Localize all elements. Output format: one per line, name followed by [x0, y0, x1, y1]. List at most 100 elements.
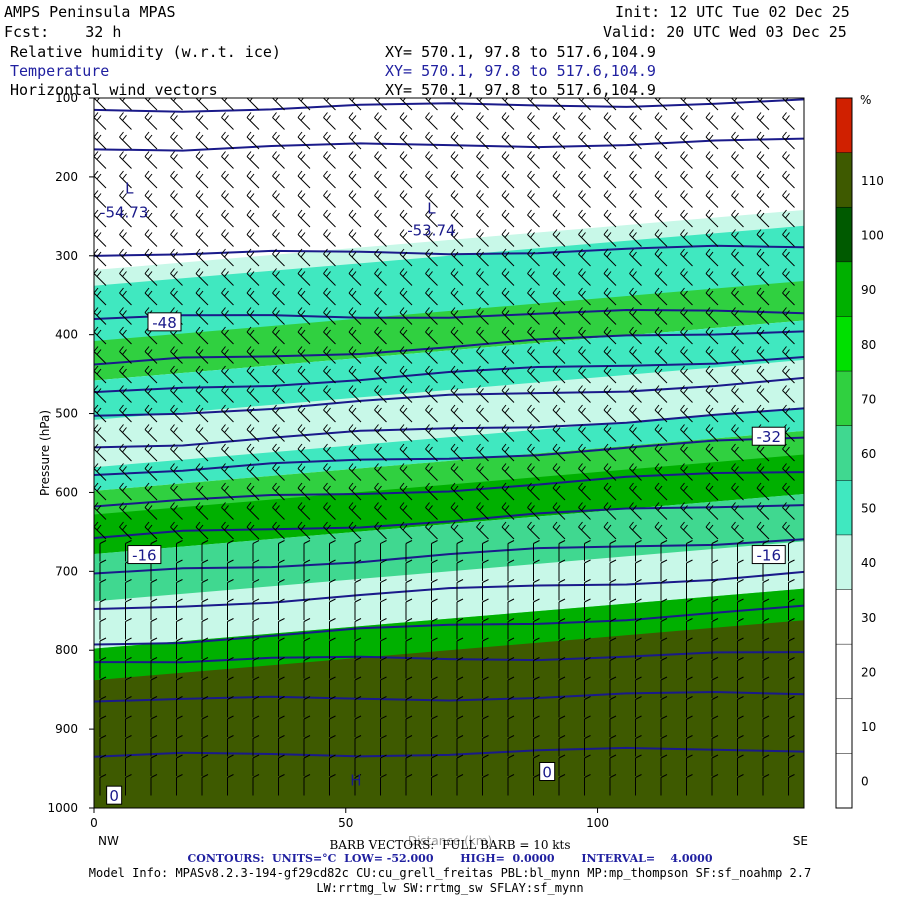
wind-barb [348, 482, 362, 501]
wind-barb [756, 268, 770, 286]
wind-barb [278, 774, 285, 796]
wind-barb [303, 540, 311, 562]
wind-barb [711, 657, 719, 679]
wind-barb [170, 443, 183, 462]
xy-wind: XY= 570.1, 97.8 to 517.6,104.9 [385, 81, 656, 99]
wind-barb [252, 696, 260, 718]
wind-barb [578, 268, 591, 286]
barb-legend: BARB VECTORS: FULL BARB = 10 kts [329, 838, 571, 852]
wind-barb [374, 424, 387, 442]
wind-barb [94, 521, 107, 540]
wind-barb [348, 502, 362, 520]
wind-barb [431, 559, 438, 581]
wind-barb [380, 657, 387, 679]
wind-barb [680, 151, 693, 169]
wind-barb [297, 268, 311, 286]
wind-barb [425, 502, 438, 520]
wind-barb [629, 385, 642, 403]
wind-barb [450, 443, 464, 462]
wind-barb [711, 774, 719, 796]
temperature-contour [94, 376, 804, 417]
wind-barb [756, 365, 770, 384]
wind-barb [348, 521, 362, 540]
wind-barb [635, 598, 642, 620]
wind-barb [705, 131, 719, 150]
colorbar-label: 10 [861, 720, 876, 734]
temperature-contour [94, 98, 804, 113]
wind-barb [201, 579, 209, 601]
wind-barb [297, 326, 311, 345]
wind-barb [501, 385, 515, 403]
wind-barb [99, 598, 107, 620]
wind-barb [756, 307, 770, 325]
contour-label: H [350, 771, 361, 789]
wind-barb [252, 579, 260, 601]
wind-barb [450, 326, 464, 345]
wind-barb [629, 346, 642, 364]
wind-barb [297, 424, 311, 442]
wind-barb [731, 443, 744, 462]
wind-barb [476, 482, 489, 501]
wind-barb [654, 131, 668, 150]
wind-barb [272, 404, 285, 423]
wind-barb [374, 365, 387, 384]
wind-barb [788, 676, 795, 698]
wind-barb [476, 190, 489, 208]
wind-barb [603, 248, 617, 267]
wind-barb [527, 209, 540, 228]
wind-barb [297, 131, 311, 150]
wind-barb [782, 502, 795, 520]
wind-barb [527, 502, 540, 520]
wind-barb [94, 248, 107, 267]
wind-barb [170, 346, 183, 364]
wind-barb [329, 540, 336, 562]
wind-barb [246, 326, 260, 345]
wind-barb [252, 715, 260, 737]
wind-barb [533, 618, 540, 640]
wind-barb [450, 463, 464, 481]
wind-barb [731, 365, 744, 384]
wind-barb [425, 248, 438, 267]
wind-barb [221, 151, 234, 169]
wind-barb [94, 229, 107, 247]
wind-barb [405, 579, 413, 601]
wind-barb [629, 170, 642, 189]
wind-barb [354, 637, 362, 659]
wind-barb [380, 579, 387, 601]
wind-barb [125, 540, 132, 562]
contour-labels: L -54.73 L -53.74 -48 -32 -16 -16 H 0 0 [100, 180, 786, 805]
wind-barb [603, 404, 617, 423]
wind-barb [297, 404, 311, 423]
wind-barb [527, 385, 540, 403]
wind-barb [272, 385, 285, 403]
wind-barb [731, 248, 744, 267]
wind-barb [731, 326, 744, 345]
wind-barb [399, 287, 413, 306]
wind-barb [99, 735, 107, 757]
wind-barb [246, 98, 260, 111]
wind-barb [609, 559, 617, 581]
wind-barb [629, 521, 642, 540]
y-tick-label: 200 [55, 170, 78, 184]
wind-barb [144, 424, 158, 442]
colorbar-segment [836, 425, 852, 481]
wind-barb [782, 307, 795, 325]
wind-barb [144, 190, 158, 208]
wind-barb [782, 190, 795, 208]
wind-barb [711, 618, 719, 640]
wind-barb [756, 131, 770, 150]
wind-barb [119, 346, 132, 364]
wind-barb [150, 579, 158, 601]
wind-barb [399, 248, 413, 267]
contour-label-box [127, 545, 162, 565]
wind-barb [762, 598, 770, 620]
wind-barb [654, 98, 668, 111]
wind-barb [425, 131, 438, 150]
wind-barb [456, 559, 464, 581]
wind-barb [782, 365, 795, 384]
colorbar-label: 110 [861, 174, 884, 188]
wind-barb [348, 287, 362, 306]
wind-barb [144, 209, 158, 228]
wind-barb [686, 657, 693, 679]
wind-barb [227, 676, 234, 698]
